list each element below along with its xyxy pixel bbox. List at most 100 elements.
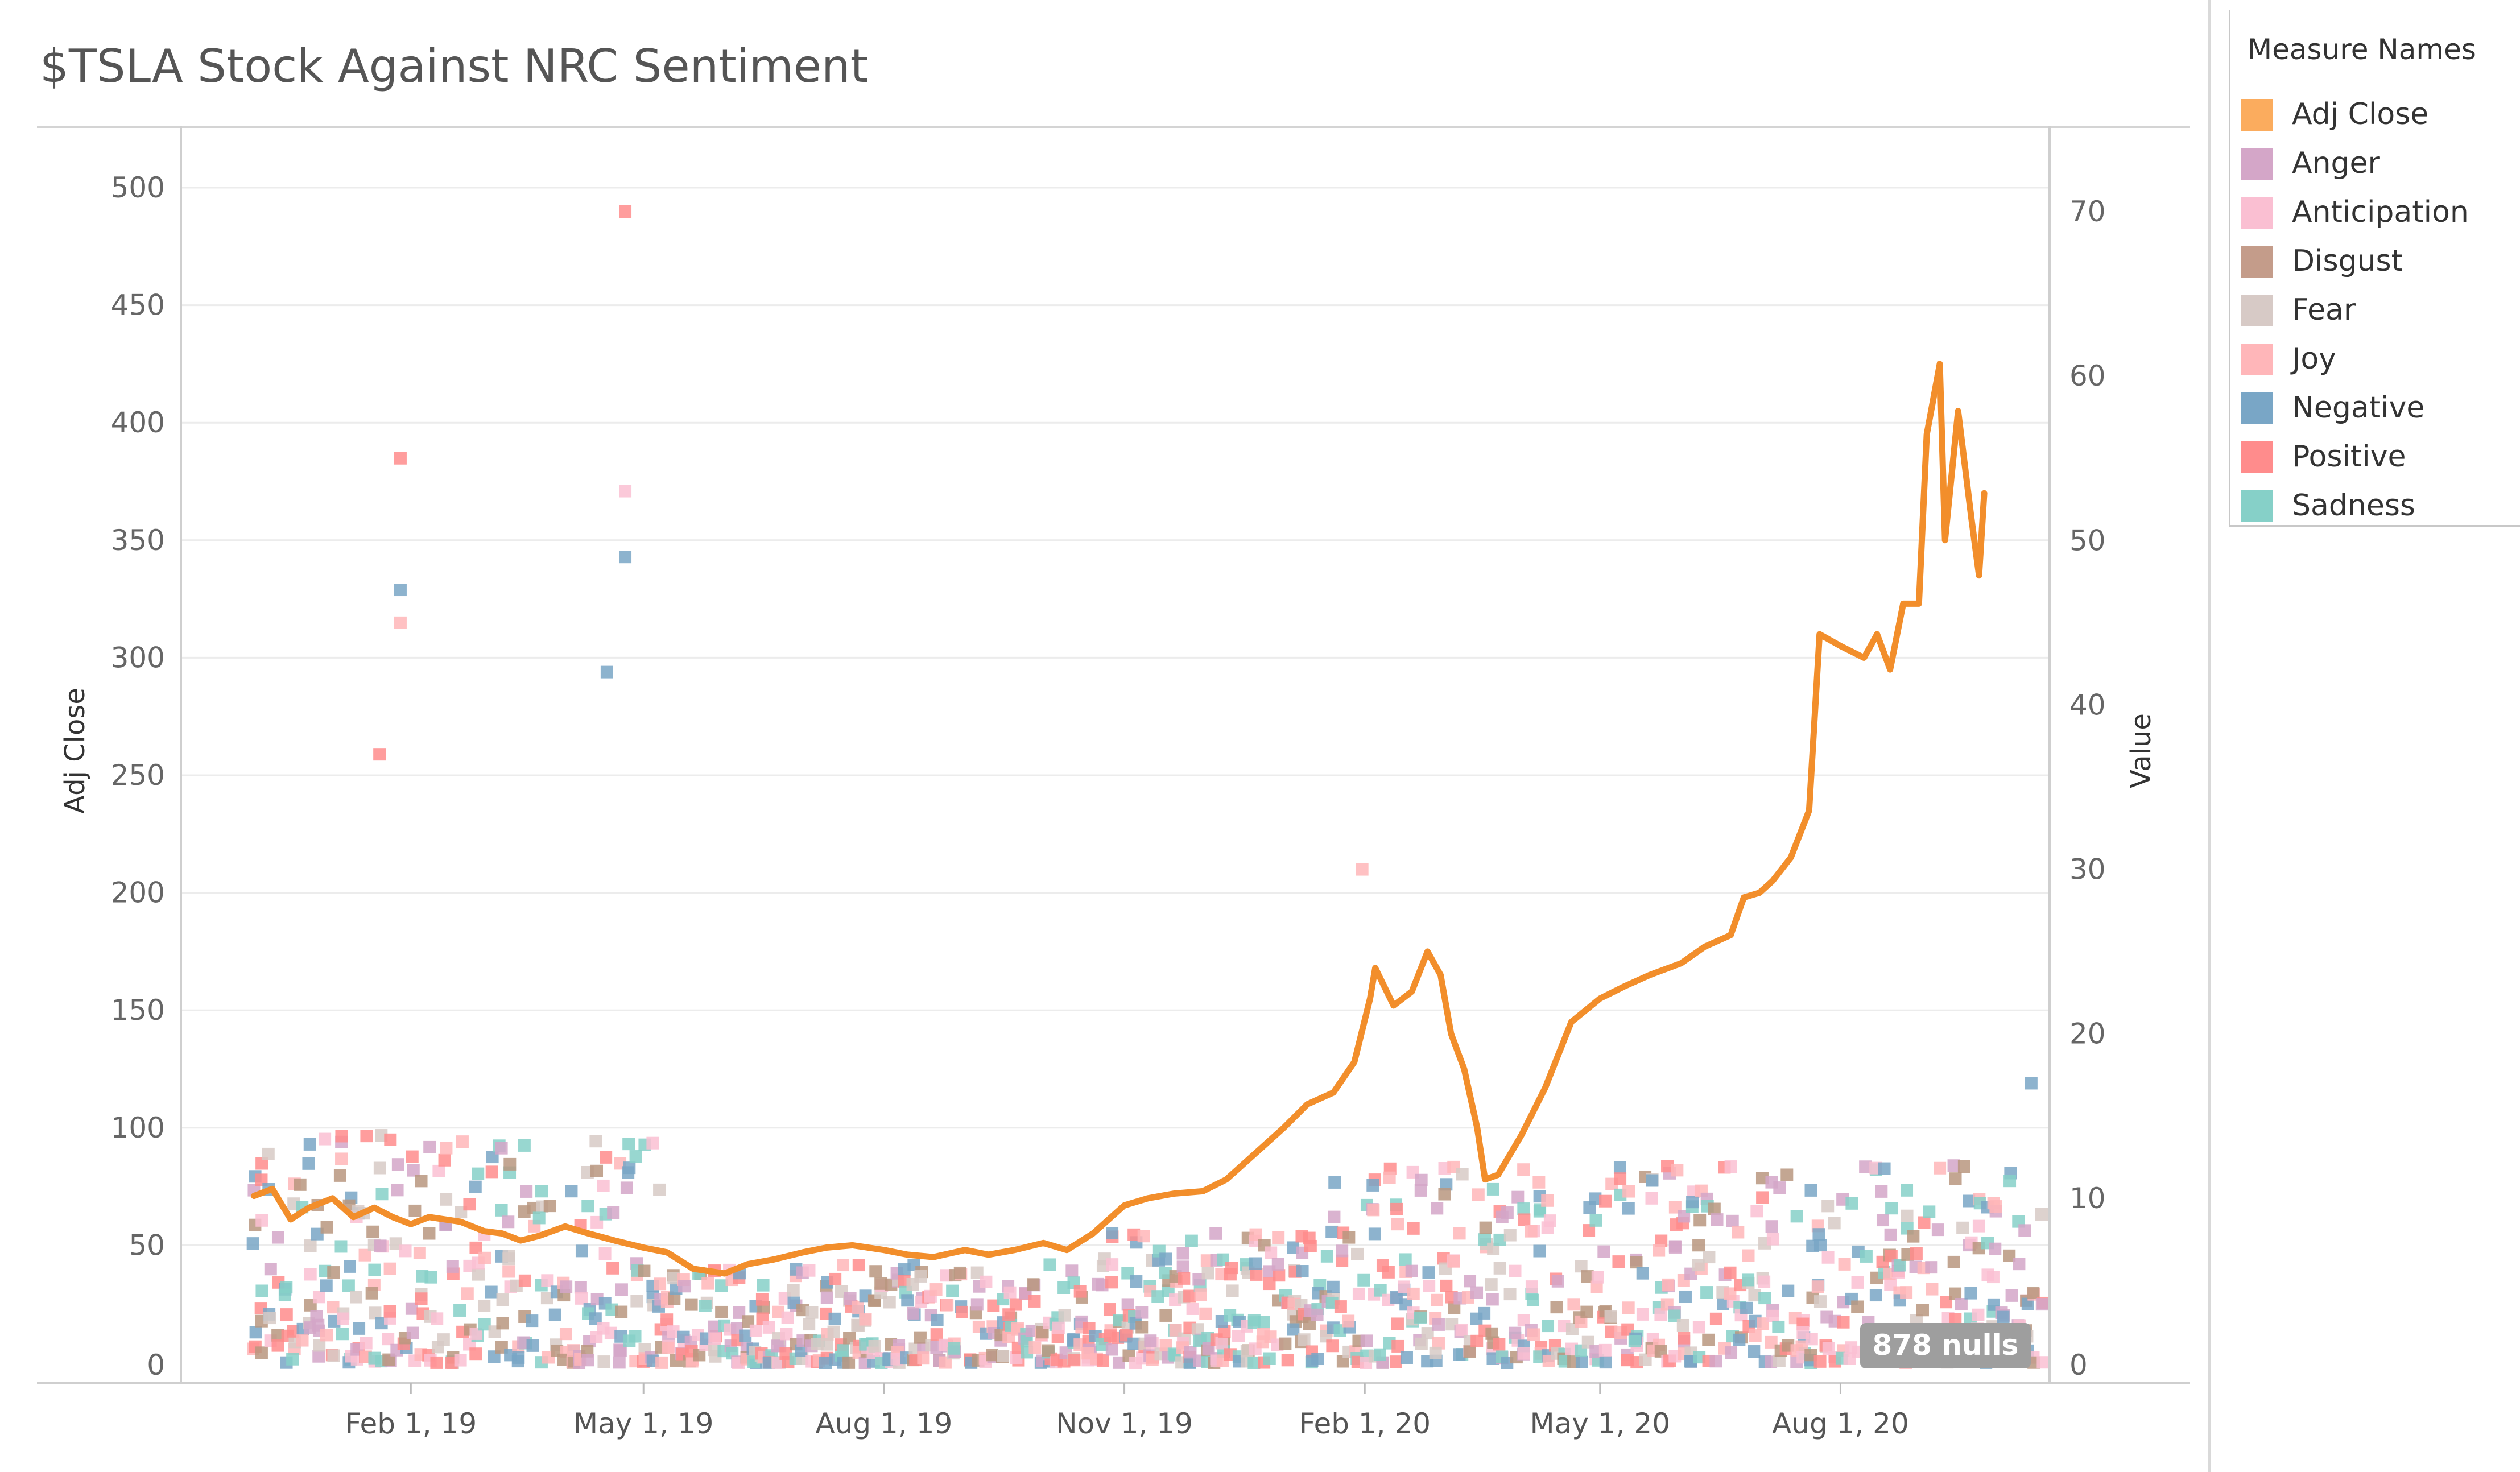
- sentiment-marker-joy: [502, 1265, 515, 1278]
- legend-label: Positive: [2292, 440, 2406, 474]
- sentiment-marker-sadness: [375, 1188, 389, 1201]
- legend-item-disgust[interactable]: Disgust: [2241, 242, 2519, 282]
- y-left-tick-label: 450: [111, 289, 165, 322]
- sentiment-marker-negative: [1599, 1356, 1612, 1369]
- legend-item-anticipation[interactable]: Anticipation: [2241, 193, 2519, 233]
- sentiment-marker-sadness: [280, 1281, 293, 1294]
- sentiment-marker-negative: [795, 1344, 808, 1357]
- sentiment-marker-negative: [1717, 1297, 1730, 1310]
- sentiment-marker-positive: [469, 1241, 482, 1254]
- sentiment-marker-negative: [469, 1180, 482, 1193]
- sentiment-marker-negative: [1106, 1227, 1119, 1240]
- nulls-badge[interactable]: [1860, 1323, 2031, 1368]
- sentiment-marker-fear: [1421, 1327, 1434, 1340]
- sentiment-marker-anger: [1121, 1298, 1134, 1311]
- sentiment-marker-joy: [1662, 1278, 1675, 1291]
- sentiment-marker-positive: [1218, 1325, 1231, 1338]
- sentiment-marker-fear: [811, 1338, 824, 1351]
- y-right-tick-label: 30: [2069, 853, 2106, 886]
- legend-item-anger[interactable]: Anger: [2241, 144, 2519, 184]
- sentiment-marker-positive: [255, 1173, 268, 1186]
- sentiment-marker-joy: [917, 1351, 930, 1365]
- y-left-tick-label: 200: [111, 876, 165, 909]
- sentiment-marker-anticipation: [667, 1325, 680, 1338]
- sentiment-marker-positive: [1028, 1295, 1041, 1308]
- legend-item-joy[interactable]: Joy: [2241, 340, 2519, 380]
- sentiment-marker-joy: [1732, 1226, 1745, 1239]
- sentiment-marker-joy: [1453, 1227, 1466, 1240]
- sentiment-marker-anger: [2018, 1224, 2031, 1237]
- sentiment-marker-disgust: [543, 1200, 556, 1213]
- sentiment-marker-positive: [360, 1130, 373, 1143]
- sentiment-marker-fear: [1415, 1337, 1428, 1350]
- sentiment-marker-fear: [327, 1349, 340, 1362]
- sentiment-marker-sadness: [699, 1299, 712, 1312]
- sentiment-marker-joy: [837, 1259, 850, 1272]
- sentiment-marker-anticipation: [1003, 1286, 1017, 1299]
- sentiment-marker-positive: [1614, 1172, 1627, 1185]
- legend-item-adj-close[interactable]: Adj Close: [2241, 96, 2519, 135]
- sentiment-marker-fear: [1748, 1289, 1761, 1302]
- sentiment-marker-anger: [406, 1326, 419, 1339]
- sentiment-marker-joy: [1383, 1171, 1396, 1184]
- sentiment-marker-positive: [1518, 1213, 1531, 1226]
- legend-item-fear[interactable]: Fear: [2241, 291, 2519, 331]
- sentiment-marker-anticipation: [1758, 1275, 1771, 1288]
- sentiment-marker-disgust: [556, 1353, 569, 1366]
- sentiment-marker-sadness: [622, 1138, 635, 1151]
- y-right-tick-label: 10: [2069, 1182, 2106, 1215]
- sentiment-marker-disgust: [327, 1266, 340, 1279]
- sentiment-marker-joy: [1622, 1185, 1635, 1198]
- legend-item-negative[interactable]: Negative: [2241, 389, 2519, 429]
- legend-swatch: [2241, 295, 2273, 326]
- legend-item-positive[interactable]: Positive: [2241, 438, 2519, 478]
- sentiment-marker-negative: [246, 1237, 259, 1250]
- sentiment-marker-fear: [1485, 1278, 1498, 1291]
- sentiment-marker-negative: [589, 1312, 602, 1325]
- sentiment-marker-anger: [405, 1302, 418, 1315]
- sentiment-marker-joy: [1567, 1298, 1580, 1311]
- nulls-badge-label: 878 nulls: [1872, 1329, 2018, 1362]
- sentiment-marker-disgust: [590, 1164, 604, 1177]
- sentiment-marker-anger: [820, 1291, 833, 1304]
- sentiment-marker-anticipation: [1423, 1279, 1436, 1292]
- sentiment-marker-fear: [1429, 1346, 1442, 1359]
- sentiment-marker-positive: [1709, 1312, 1722, 1325]
- sentiment-marker-positive: [1263, 1277, 1276, 1291]
- sentiment-marker-anger: [1551, 1275, 1564, 1288]
- sentiment-marker-anger: [1144, 1334, 1157, 1347]
- sentiment-marker-sadness: [1478, 1233, 1491, 1246]
- sentiment-marker-joy: [1575, 1315, 1588, 1328]
- sentiment-marker-disgust: [382, 1353, 395, 1366]
- sentiment-marker-sadness: [1860, 1250, 1873, 1263]
- chart-plot[interactable]: 0 50 100 150 200 250 300 350 400 450 500 0 10 20 30 40 5…: [0, 0, 2208, 1472]
- sentiment-marker-sadness: [472, 1167, 485, 1180]
- sentiment-marker-fear: [868, 1339, 881, 1353]
- sentiment-marker-joy: [772, 1305, 785, 1318]
- sentiment-marker-sadness: [1742, 1273, 1755, 1287]
- sentiment-marker-negative: [1249, 1257, 1262, 1270]
- sentiment-marker-positive: [1678, 1332, 1691, 1345]
- sentiment-marker-negative: [1366, 1179, 1379, 1192]
- sentiment-marker-fear: [1813, 1295, 1827, 1308]
- adj-close-line[interactable]: [251, 361, 1988, 1277]
- sentiment-marker-anticipation: [890, 1353, 903, 1366]
- sentiment-marker-negative: [1183, 1356, 1196, 1369]
- sentiment-marker-anger: [607, 1206, 620, 1219]
- sentiment-marker-joy: [413, 1246, 426, 1259]
- sentiment-marker-disgust: [842, 1356, 856, 1369]
- sentiment-marker-fear: [589, 1135, 602, 1148]
- sentiment-marker-disgust: [1479, 1221, 1492, 1234]
- sentiment-marker-anger: [613, 1343, 626, 1357]
- sentiment-marker-anger: [1501, 1206, 1514, 1219]
- sentiment-marker-positive: [1334, 1300, 1347, 1313]
- legend-item-sadness[interactable]: Sadness: [2241, 487, 2519, 527]
- sentiment-marker-anger: [495, 1142, 508, 1155]
- sentiment-marker-disgust: [2003, 1249, 2016, 1262]
- sentiment-marker-anticipation: [1525, 1280, 1538, 1293]
- sentiment-marker-fear: [597, 1355, 610, 1368]
- sentiment-marker-sadness: [342, 1279, 355, 1292]
- sentiment-marker-fear: [1901, 1209, 1914, 1222]
- sentiment-marker-joy: [383, 1262, 396, 1275]
- sentiment-marker-negative: [1804, 1184, 1817, 1197]
